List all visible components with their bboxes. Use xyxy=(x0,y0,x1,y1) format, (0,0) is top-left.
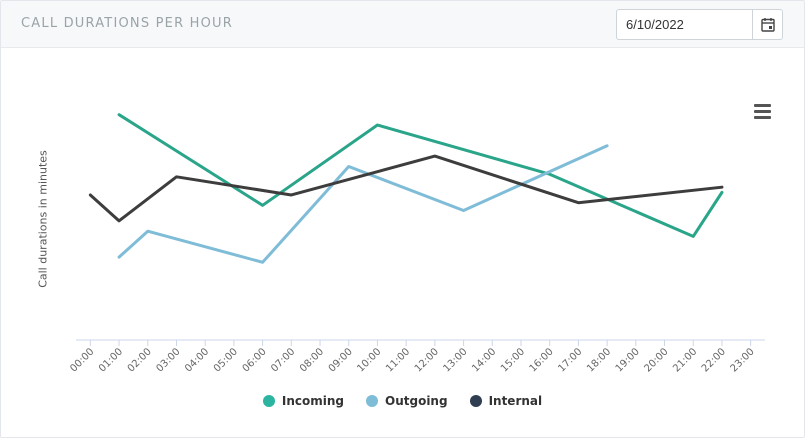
series-line-internal[interactable] xyxy=(88,154,724,223)
x-tick-label: 18:00 xyxy=(585,346,613,374)
legend-dot-icon xyxy=(469,395,482,407)
x-tick-label: 03:00 xyxy=(154,346,182,374)
x-tick-label: 21:00 xyxy=(671,346,699,374)
x-tick-label: 11:00 xyxy=(384,346,412,374)
x-tick-label: 15:00 xyxy=(499,346,527,374)
legend-dot-icon xyxy=(366,395,378,407)
x-tick-label: 04:00 xyxy=(183,346,211,374)
legend-item-incoming[interactable]: Incoming xyxy=(262,394,344,408)
x-tick-label: 00:00 xyxy=(68,346,96,374)
x-tick-label: 17:00 xyxy=(556,346,584,374)
x-tick-label: 16:00 xyxy=(528,346,556,374)
x-tick-label: 14:00 xyxy=(470,346,498,374)
date-picker[interactable] xyxy=(616,9,783,40)
panel-title: CALL DURATIONS PER HOUR xyxy=(21,16,233,31)
hamburger-menu-icon[interactable] xyxy=(753,102,773,120)
panel-header: CALL DURATIONS PER HOUR xyxy=(1,1,804,48)
x-tick-label: 12:00 xyxy=(413,346,441,374)
x-tick-label: 13:00 xyxy=(442,346,470,374)
x-tick-label: 05:00 xyxy=(212,346,240,374)
legend-label: Outgoing xyxy=(385,394,448,408)
legend-item-outgoing[interactable]: Outgoing xyxy=(366,394,448,408)
x-tick-label: 10:00 xyxy=(355,346,383,374)
legend-label: Internal xyxy=(488,394,543,408)
x-tick-label: 01:00 xyxy=(97,346,125,374)
x-tick-label: 02:00 xyxy=(126,346,154,374)
legend-item-internal[interactable]: Internal xyxy=(469,394,543,408)
x-tick-label: 06:00 xyxy=(241,346,269,374)
x-tick-label: 07:00 xyxy=(269,346,297,374)
date-input[interactable] xyxy=(617,10,753,39)
chart-legend: Incoming Outgoing Internal xyxy=(1,394,804,408)
series-line-outgoing[interactable] xyxy=(117,144,609,264)
x-tick-label: 19:00 xyxy=(614,346,642,374)
x-tick-label: 09:00 xyxy=(327,346,355,374)
legend-dot-icon xyxy=(262,395,275,407)
x-tick-label: 20:00 xyxy=(642,346,670,374)
x-tick-label: 23:00 xyxy=(729,346,757,374)
legend-label: Incoming xyxy=(281,394,344,408)
series-line-incoming[interactable] xyxy=(117,113,724,238)
calendar-icon xyxy=(760,18,775,32)
x-tick-label: 08:00 xyxy=(298,346,326,374)
x-tick-label: 22:00 xyxy=(700,346,728,374)
calendar-button[interactable] xyxy=(752,10,782,39)
